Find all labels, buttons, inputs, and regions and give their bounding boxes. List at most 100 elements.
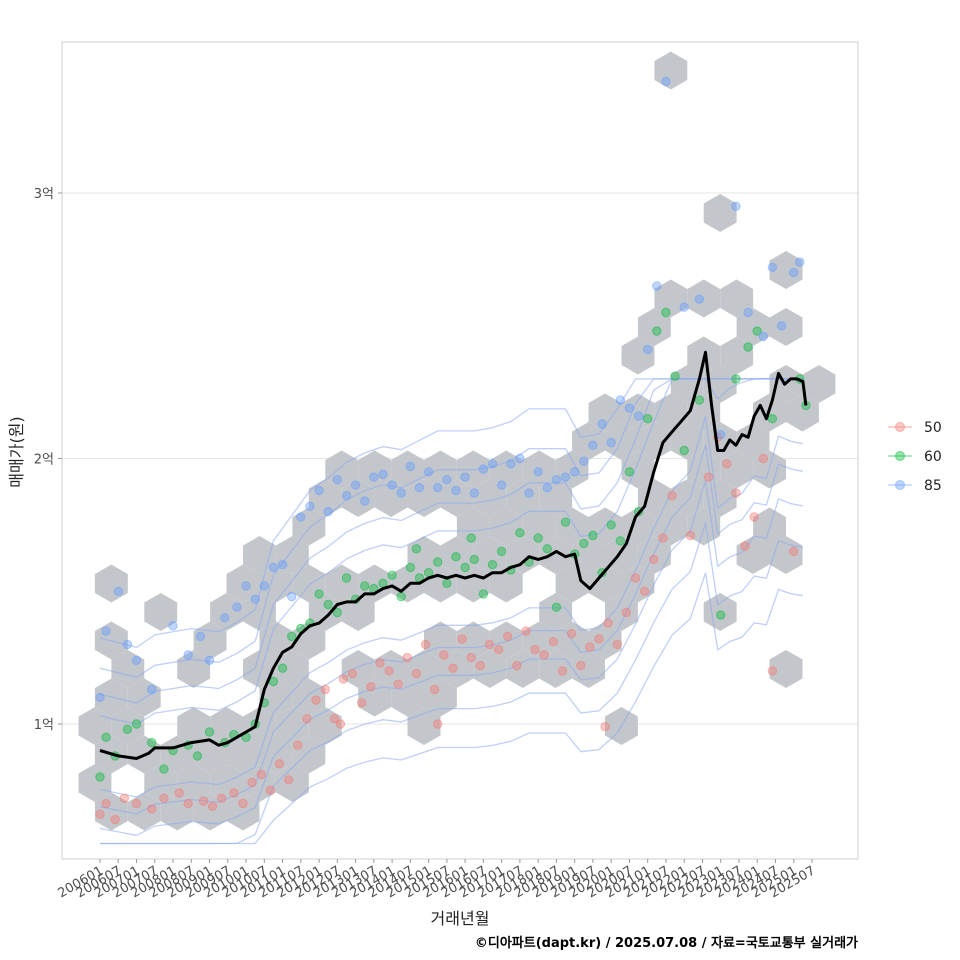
hexbin-cell	[637, 479, 671, 517]
point-85	[113, 586, 124, 596]
point-85	[789, 267, 799, 278]
hexbin-cell	[127, 792, 161, 831]
point-50	[357, 698, 367, 708]
point-85	[542, 483, 552, 493]
point-60	[478, 589, 489, 599]
hexbin-cell	[177, 650, 211, 688]
hexbin-cell	[769, 251, 803, 289]
point-85	[360, 496, 370, 506]
point-60	[147, 737, 157, 748]
point-50	[375, 658, 385, 668]
point-60	[323, 599, 333, 610]
hexbin-cell	[670, 479, 704, 517]
point-60	[451, 552, 461, 562]
point-50	[159, 793, 169, 803]
hexbin-cell	[736, 422, 770, 460]
point-50	[256, 769, 266, 780]
scatter-points	[95, 76, 811, 825]
point-50	[430, 684, 440, 695]
density-contour	[99, 378, 803, 725]
point-60	[579, 538, 589, 549]
density-contour	[100, 522, 804, 845]
point-85	[496, 480, 507, 490]
y-tick-label: 2억	[34, 453, 54, 468]
density-contours	[99, 378, 804, 845]
hexbin-cell	[621, 393, 655, 432]
hexbin-cell	[687, 507, 721, 546]
point-60	[694, 395, 705, 405]
point-50	[420, 639, 431, 650]
point-60	[101, 732, 111, 742]
point-85	[560, 472, 571, 482]
point-50	[658, 533, 668, 543]
point-50	[585, 642, 595, 652]
hexbin-cell	[440, 479, 474, 517]
hexbin-cell	[111, 707, 145, 745]
point-60	[122, 724, 133, 734]
point-50	[767, 666, 778, 676]
point-85	[615, 395, 625, 405]
y-tick-label: 3억	[34, 187, 54, 202]
hexbin-cell	[259, 678, 293, 717]
hexbin-cell	[407, 650, 441, 688]
point-50	[484, 639, 495, 650]
point-60	[405, 562, 416, 573]
point-85	[250, 594, 260, 604]
point-60	[560, 517, 571, 527]
point-85	[168, 621, 178, 631]
hexbin-cell	[489, 450, 523, 489]
point-60	[95, 772, 105, 782]
point-50	[731, 488, 741, 498]
point-60	[360, 581, 370, 591]
hexbin-cell	[802, 365, 836, 403]
point-50	[320, 684, 330, 695]
hexbin-cell	[605, 422, 638, 460]
point-85	[652, 281, 662, 291]
hexbin-cell	[555, 450, 589, 489]
hexbin-cell	[522, 507, 556, 546]
point-50	[274, 759, 285, 769]
hexbin-cell	[456, 564, 490, 603]
point-85	[323, 506, 333, 517]
point-85	[204, 655, 215, 665]
legend: 50 60 85	[888, 420, 942, 494]
point-50	[366, 682, 376, 692]
hexbin-cell	[78, 764, 112, 802]
point-50	[265, 785, 276, 796]
point-60	[487, 560, 498, 570]
hexbin-cell	[292, 621, 326, 660]
point-85	[241, 581, 251, 591]
point-85	[396, 488, 406, 498]
point-60	[588, 530, 598, 541]
point-85	[767, 262, 778, 272]
point-60	[496, 546, 507, 557]
hexbin-cell	[654, 279, 688, 318]
point-85	[296, 512, 306, 522]
hexbin-cell	[308, 479, 342, 517]
point-50	[493, 645, 504, 655]
point-50	[95, 809, 105, 819]
point-85	[633, 411, 644, 421]
point-60	[670, 371, 680, 381]
point-50	[433, 719, 443, 729]
hexbin-cell	[654, 51, 688, 90]
point-50	[147, 804, 157, 814]
density-contour	[99, 480, 804, 837]
point-50	[229, 788, 239, 798]
hexbin-cell	[621, 450, 655, 489]
point-60	[515, 528, 525, 538]
hexbin-cell	[374, 479, 408, 517]
point-60	[287, 631, 297, 642]
point-85	[259, 581, 269, 591]
point-50	[789, 546, 799, 557]
hexbin-cell	[210, 707, 243, 745]
point-60	[652, 326, 662, 336]
y-axis: 1억 2억 3억	[34, 187, 62, 733]
point-85	[579, 456, 589, 466]
point-85	[232, 602, 242, 612]
point-85	[423, 467, 434, 477]
point-60	[615, 536, 625, 546]
point-85	[679, 302, 689, 312]
point-50	[630, 573, 641, 583]
point-50	[384, 666, 394, 676]
